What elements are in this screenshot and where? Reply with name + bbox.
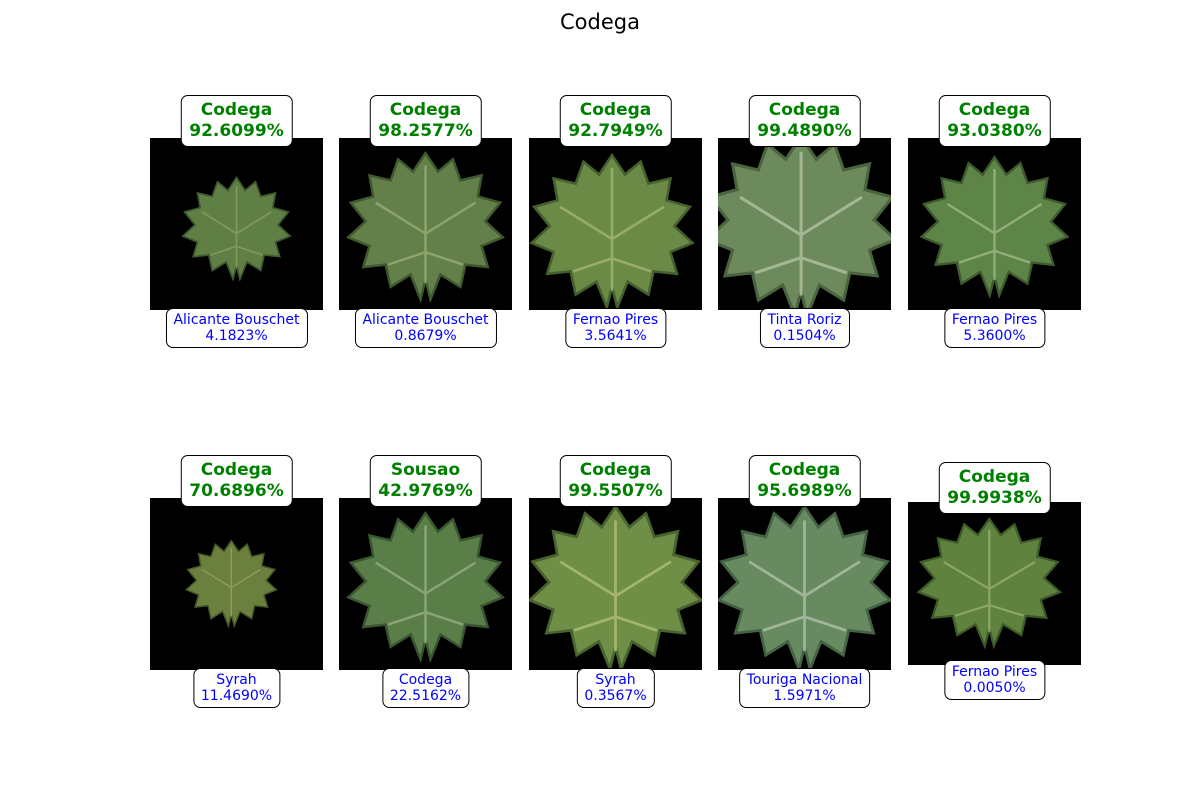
grape-leaf-icon xyxy=(919,155,1070,300)
leaf-tile: Codega 92.7949% Fernao Pires 3.5641% xyxy=(529,95,702,355)
secondary-label: Touriga Nacional 1.5971% xyxy=(738,668,871,708)
figure-title: Codega xyxy=(560,10,640,34)
prediction-confidence: 99.4890% xyxy=(757,121,852,141)
leaf-photo xyxy=(150,138,323,310)
leaf-photo xyxy=(529,498,702,670)
secondary-confidence: 3.5641% xyxy=(584,328,647,344)
secondary-confidence: 1.5971% xyxy=(773,688,836,704)
leaf-photo xyxy=(339,498,512,670)
secondary-confidence: 5.3600% xyxy=(963,328,1026,344)
secondary-label: Alicante Bouschet 0.8679% xyxy=(354,308,497,348)
secondary-confidence: 0.3567% xyxy=(584,688,647,704)
secondary-label: Fernao Pires 3.5641% xyxy=(564,308,667,348)
leaf-tile: Codega 99.9938% Fernao Pires 0.0050% xyxy=(908,462,1081,712)
prediction-label: Codega 70.6896% xyxy=(180,455,293,507)
prediction-confidence: 42.9769% xyxy=(378,481,473,501)
leaf-photo xyxy=(150,498,323,670)
prediction-label: Codega 92.7949% xyxy=(559,95,672,147)
prediction-confidence: 92.7949% xyxy=(568,121,663,141)
prediction-confidence: 93.0380% xyxy=(947,121,1042,141)
leaf-photo xyxy=(718,498,891,670)
leaf-photo xyxy=(908,138,1081,310)
grape-leaf-icon xyxy=(181,176,292,282)
grape-leaf-icon xyxy=(916,517,1063,650)
secondary-confidence: 0.8679% xyxy=(394,328,457,344)
secondary-class: Syrah xyxy=(216,672,257,688)
leaf-tile: Codega 95.6989% Touriga Nacional 1.5971% xyxy=(718,455,891,715)
prediction-class: Codega xyxy=(958,467,1031,487)
prediction-label: Codega 95.6989% xyxy=(748,455,861,507)
secondary-label: Syrah 11.4690% xyxy=(192,668,281,708)
leaf-tile: Codega 99.5507% Syrah 0.3567% xyxy=(529,455,702,715)
leaf-tile: Codega 98.2577% Alicante Bouschet 0.8679… xyxy=(339,95,512,355)
secondary-label: Fernao Pires 5.3600% xyxy=(943,308,1046,348)
prediction-label: Codega 99.5507% xyxy=(559,455,672,507)
prediction-confidence: 99.9938% xyxy=(947,488,1042,508)
secondary-label: Syrah 0.3567% xyxy=(576,668,655,708)
prediction-class: Codega xyxy=(958,100,1031,120)
secondary-confidence: 0.0050% xyxy=(963,680,1026,696)
secondary-confidence: 22.5162% xyxy=(389,688,462,704)
prediction-class: Codega xyxy=(579,100,652,120)
prediction-confidence: 98.2577% xyxy=(378,121,473,141)
grape-leaf-icon xyxy=(718,138,891,310)
leaf-tile: Codega 93.0380% Fernao Pires 5.3600% xyxy=(908,95,1081,355)
prediction-class: Codega xyxy=(200,100,273,120)
prediction-confidence: 92.6099% xyxy=(189,121,284,141)
grape-leaf-icon xyxy=(718,504,891,670)
secondary-class: Fernao Pires xyxy=(951,312,1038,328)
prediction-class: Codega xyxy=(200,460,273,480)
prediction-class: Codega xyxy=(768,460,841,480)
secondary-label: Tinta Roriz 0.1504% xyxy=(759,308,850,348)
leaf-tile: Codega 99.4890% Tinta Roriz 0.1504% xyxy=(718,95,891,355)
prediction-class: Codega xyxy=(768,100,841,120)
secondary-label: Fernao Pires 0.0050% xyxy=(943,660,1046,700)
secondary-label: Alicante Bouschet 4.1823% xyxy=(165,308,308,348)
secondary-label: Codega 22.5162% xyxy=(381,668,470,708)
grape-leaf-icon xyxy=(345,150,506,304)
prediction-label: Codega 99.4890% xyxy=(748,95,861,147)
grape-leaf-icon xyxy=(184,539,278,629)
prediction-class: Sousao xyxy=(390,460,461,480)
grape-leaf-icon xyxy=(529,152,695,310)
prediction-label: Codega 98.2577% xyxy=(369,95,482,147)
leaf-photo xyxy=(908,502,1081,665)
leaf-photo xyxy=(339,138,512,310)
leaf-tile: Codega 92.6099% Alicante Bouschet 4.1823… xyxy=(150,95,323,355)
prediction-confidence: 70.6896% xyxy=(189,481,284,501)
prediction-class: Codega xyxy=(579,460,652,480)
secondary-class: Touriga Nacional xyxy=(746,672,863,688)
secondary-class: Syrah xyxy=(595,672,636,688)
leaf-tile: Sousao 42.9769% Codega 22.5162% xyxy=(339,455,512,715)
prediction-class: Codega xyxy=(389,100,462,120)
prediction-confidence: 99.5507% xyxy=(568,481,663,501)
secondary-class: Alicante Bouschet xyxy=(173,312,300,328)
secondary-class: Codega xyxy=(398,672,453,688)
secondary-confidence: 11.4690% xyxy=(200,688,273,704)
secondary-class: Fernao Pires xyxy=(951,664,1038,680)
leaf-photo xyxy=(529,138,702,310)
secondary-confidence: 4.1823% xyxy=(205,328,268,344)
secondary-class: Fernao Pires xyxy=(572,312,659,328)
grape-leaf-icon xyxy=(345,510,506,664)
secondary-class: Tinta Roriz xyxy=(767,312,842,328)
prediction-label: Codega 99.9938% xyxy=(938,462,1051,514)
prediction-label: Codega 93.0380% xyxy=(938,95,1051,147)
leaf-photo xyxy=(718,138,891,310)
secondary-confidence: 0.1504% xyxy=(773,328,836,344)
leaf-tile: Codega 70.6896% Syrah 11.4690% xyxy=(150,455,323,715)
grape-leaf-icon xyxy=(529,504,702,670)
prediction-confidence: 95.6989% xyxy=(757,481,852,501)
prediction-label: Sousao 42.9769% xyxy=(369,455,482,507)
secondary-class: Alicante Bouschet xyxy=(362,312,489,328)
prediction-label: Codega 92.6099% xyxy=(180,95,293,147)
